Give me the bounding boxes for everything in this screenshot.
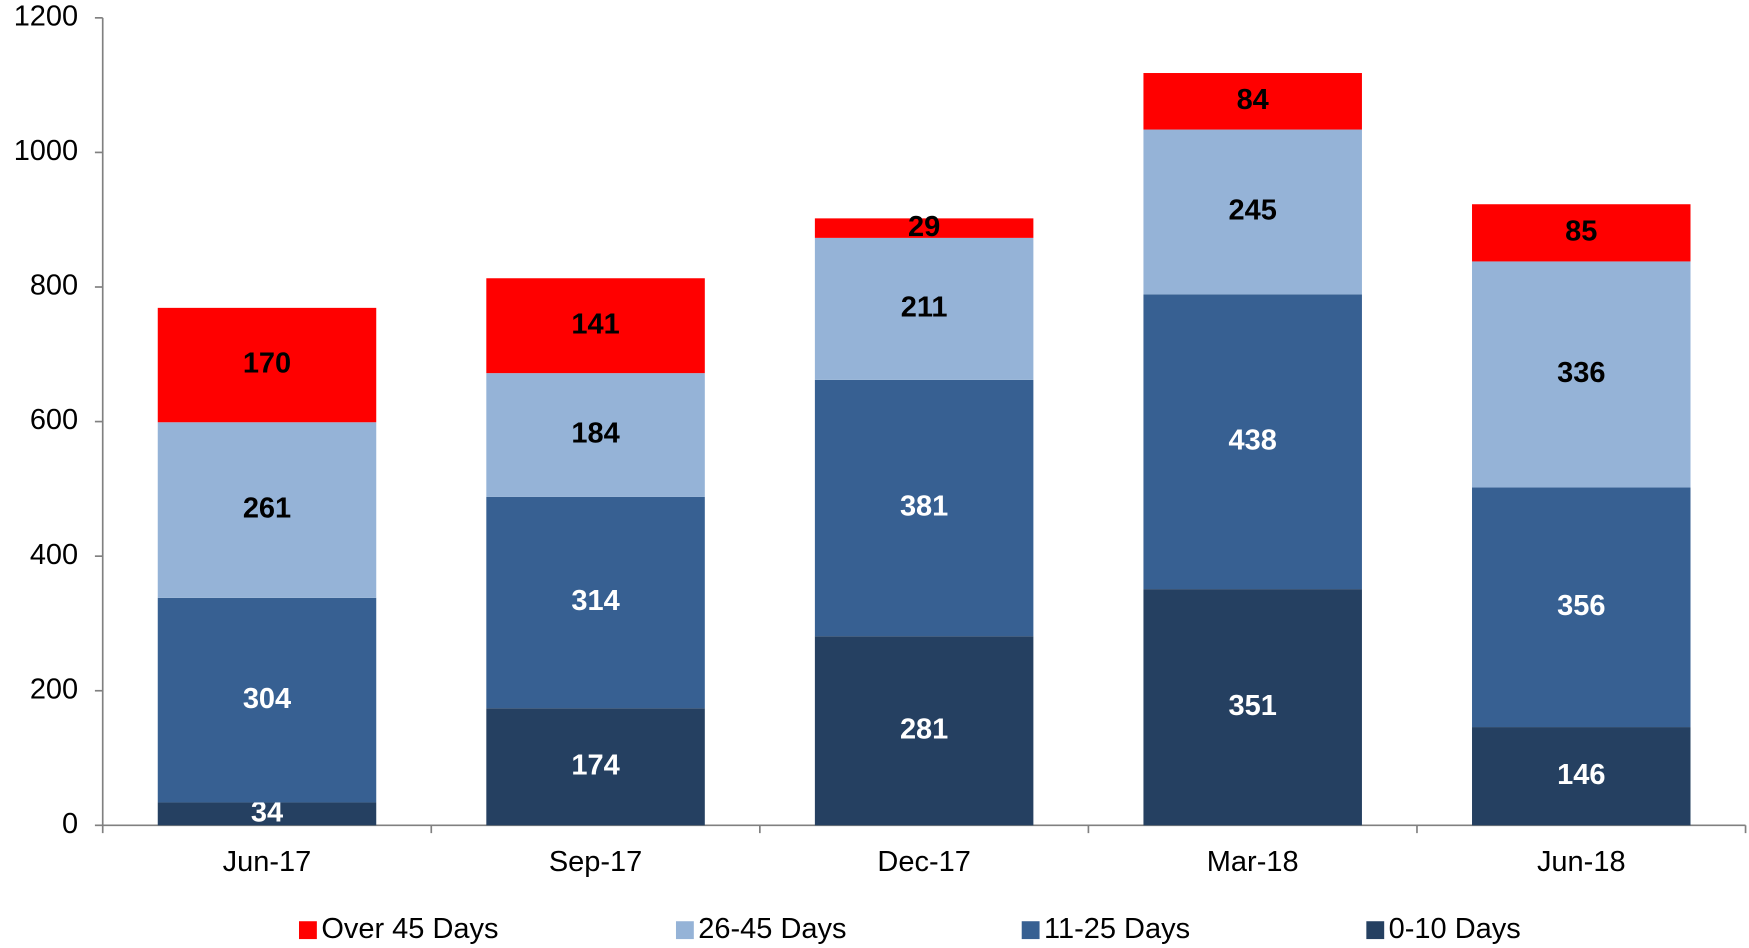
bar-segment bbox=[1143, 294, 1362, 590]
bar-segment bbox=[814, 636, 1034, 826]
y-tick-label: 200 bbox=[30, 673, 78, 705]
legend-label: 0-10 Days bbox=[1389, 913, 1521, 945]
x-tick-label: Jun-18 bbox=[1537, 846, 1626, 878]
bar-segment bbox=[486, 496, 705, 709]
legend-swatch bbox=[299, 921, 317, 940]
legend-swatch bbox=[675, 921, 694, 940]
x-tick-label: Dec-17 bbox=[877, 846, 970, 878]
data-label: 85 bbox=[1565, 215, 1597, 247]
bar-segment bbox=[814, 379, 1034, 637]
bar-segment bbox=[1143, 73, 1362, 130]
bar-segment bbox=[814, 237, 1034, 380]
bar-segment bbox=[486, 278, 705, 374]
y-tick-label: 600 bbox=[30, 404, 78, 436]
data-label: 184 bbox=[571, 418, 619, 450]
y-tick-label: 1200 bbox=[14, 1, 78, 33]
data-label: 304 bbox=[243, 683, 291, 715]
data-label: 261 bbox=[243, 493, 291, 525]
data-label: 29 bbox=[908, 211, 940, 243]
legend-swatch bbox=[1366, 921, 1385, 940]
data-label: 174 bbox=[571, 749, 619, 781]
data-label: 381 bbox=[900, 491, 948, 523]
legend-label: 26-45 Days bbox=[698, 913, 846, 945]
bar-segment bbox=[157, 802, 377, 826]
bar-segment bbox=[157, 422, 377, 598]
data-label: 438 bbox=[1229, 424, 1277, 456]
data-label: 141 bbox=[571, 308, 619, 340]
bar-segment bbox=[1472, 204, 1691, 262]
bar-segment bbox=[157, 597, 377, 803]
y-tick-label: 400 bbox=[30, 539, 78, 571]
y-tick-label: 0 bbox=[62, 808, 78, 840]
legend-label: Over 45 Days bbox=[321, 913, 498, 945]
data-label: 351 bbox=[1229, 690, 1277, 722]
data-label: 146 bbox=[1557, 759, 1605, 791]
bar-segment bbox=[1143, 129, 1362, 295]
bar-segment bbox=[1143, 589, 1362, 826]
data-label: 336 bbox=[1557, 357, 1605, 389]
bar-segment bbox=[1472, 261, 1691, 488]
data-label: 84 bbox=[1237, 84, 1269, 116]
bar-segment bbox=[486, 708, 705, 826]
data-label: 314 bbox=[571, 585, 619, 617]
data-label: 281 bbox=[900, 713, 948, 745]
data-label: 211 bbox=[901, 292, 948, 324]
bar-segment bbox=[1472, 727, 1691, 826]
x-tick-label: Mar-18 bbox=[1207, 846, 1299, 878]
x-tick-label: Sep-17 bbox=[549, 846, 642, 878]
data-label: 356 bbox=[1557, 590, 1605, 622]
data-label: 170 bbox=[243, 348, 291, 380]
bar-segment bbox=[1472, 487, 1691, 728]
legend-swatch bbox=[1021, 921, 1040, 940]
data-label: 245 bbox=[1229, 195, 1277, 227]
bar-segment bbox=[814, 218, 1034, 238]
x-tick-label: Jun-17 bbox=[223, 846, 312, 878]
bar-segment bbox=[486, 373, 705, 497]
y-tick-label: 1000 bbox=[14, 135, 78, 167]
bar-segment bbox=[157, 307, 377, 423]
y-tick-label: 800 bbox=[30, 270, 78, 302]
legend-label: 11-25 Days bbox=[1044, 913, 1190, 945]
